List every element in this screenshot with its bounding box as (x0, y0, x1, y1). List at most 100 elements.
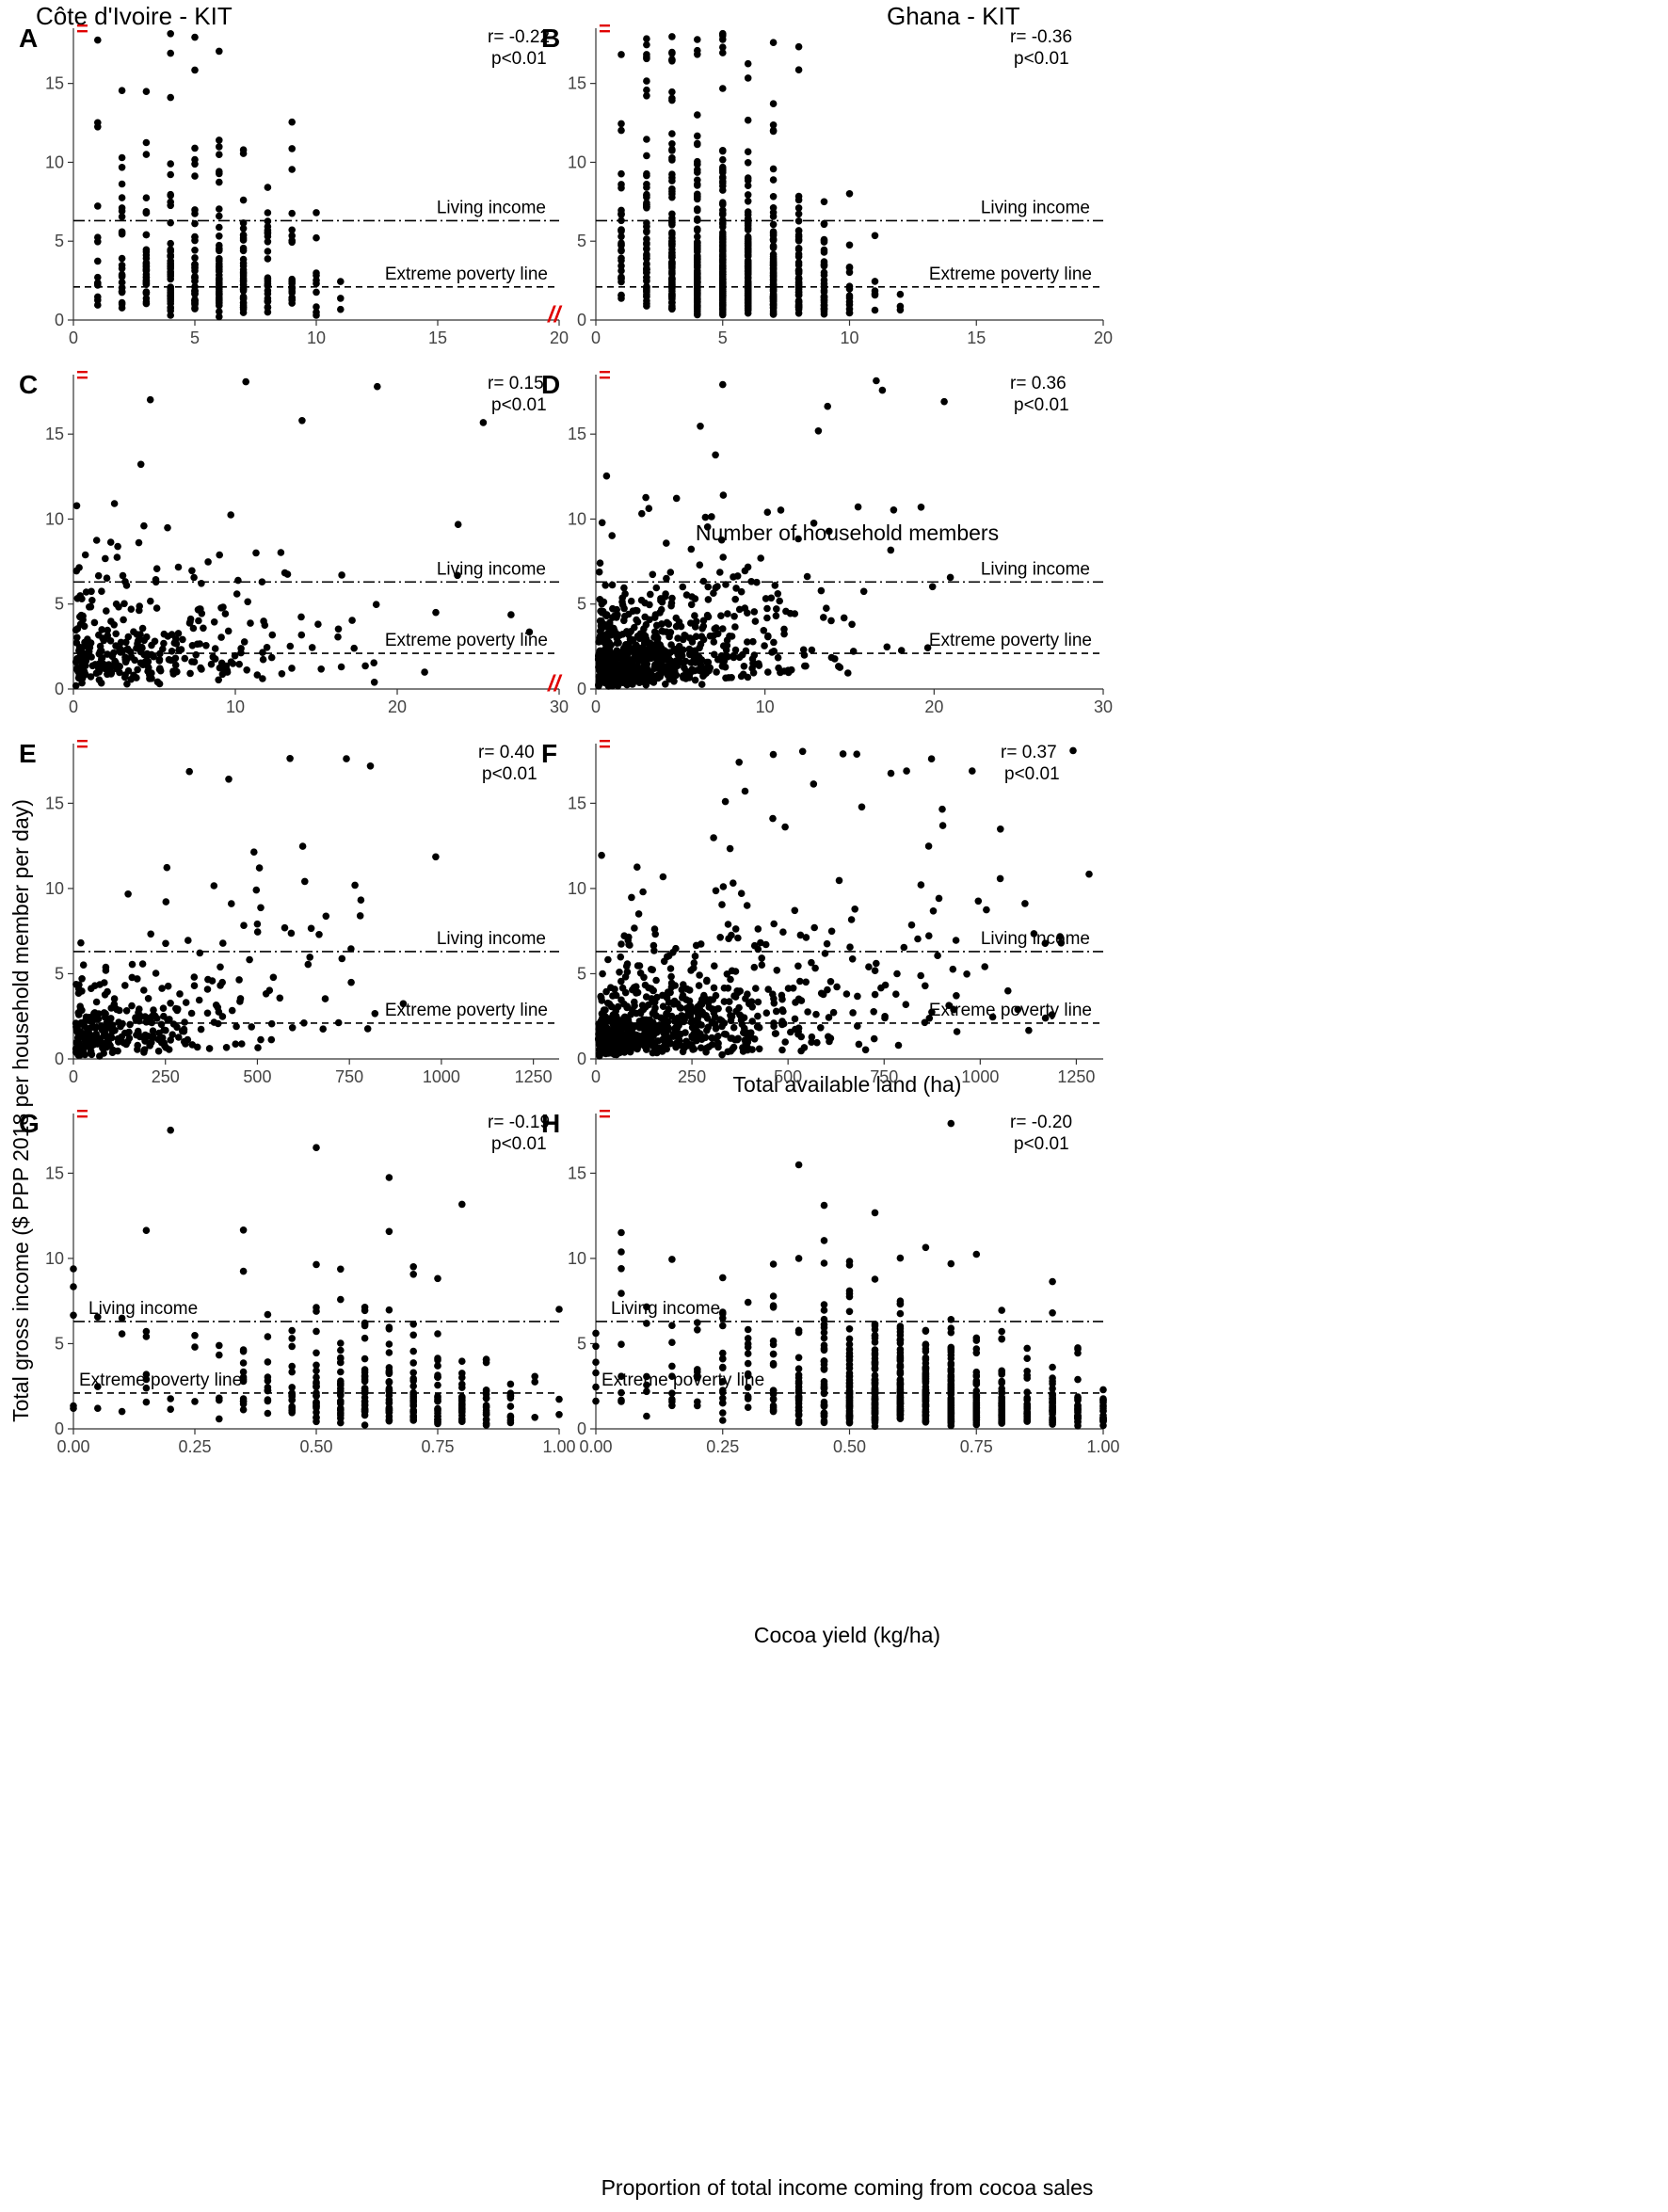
data-point (70, 1265, 77, 1273)
data-point (769, 1407, 778, 1416)
data-point (167, 160, 174, 168)
data-point (160, 630, 168, 638)
data-point (812, 1010, 820, 1018)
data-point (125, 1028, 133, 1036)
data-point (811, 964, 819, 972)
data-point (167, 1395, 174, 1403)
data-point (642, 993, 650, 1001)
data-point (780, 625, 788, 633)
correlation-p-label: p<0.01 (491, 395, 547, 415)
column-title-ghana: Ghana - KIT (887, 2, 1020, 30)
data-point (124, 666, 133, 675)
data-point (82, 670, 89, 679)
data-point (686, 634, 694, 642)
data-point (525, 628, 534, 636)
data-point (409, 1359, 418, 1367)
data-point (351, 881, 359, 890)
data-point (794, 291, 803, 298)
data-point (167, 49, 174, 57)
data-point (143, 633, 151, 641)
data-point (694, 132, 701, 140)
data-point (555, 1306, 563, 1313)
data-point (802, 662, 810, 670)
correlation-p-label: p<0.01 (1014, 395, 1069, 415)
data-point (257, 1035, 265, 1044)
data-point (900, 943, 908, 952)
data-point (744, 59, 752, 68)
data-point (239, 196, 248, 204)
data-point (615, 1020, 622, 1029)
data-point (721, 797, 730, 806)
data-point (217, 633, 225, 641)
data-point (896, 1379, 905, 1387)
data-point (686, 650, 694, 659)
data-point (337, 295, 345, 302)
data-point (337, 1398, 345, 1405)
data-point (651, 1004, 659, 1012)
data-point (743, 902, 751, 909)
data-point (142, 88, 151, 95)
data-point (737, 587, 746, 596)
y-tick-label: 15 (568, 793, 586, 812)
x-tick-label: 1000 (961, 1067, 999, 1086)
data-point (458, 1393, 466, 1401)
data-point (794, 261, 803, 269)
data-point (187, 1009, 196, 1018)
data-point (896, 1300, 905, 1307)
data-point (735, 605, 744, 614)
data-point (711, 962, 718, 970)
data-point (233, 1022, 240, 1031)
data-point (385, 1399, 393, 1406)
data-point (601, 1050, 610, 1058)
correlation-p-label: p<0.01 (1004, 764, 1060, 784)
data-point (217, 963, 224, 971)
data-point (142, 261, 151, 268)
data-point (264, 209, 272, 216)
data-point (631, 623, 638, 632)
data-point (118, 279, 126, 286)
data-point (757, 554, 764, 562)
data-point (643, 40, 650, 49)
data-point (317, 665, 326, 673)
data-point (264, 1358, 272, 1366)
data-point (650, 925, 659, 933)
data-point (73, 625, 82, 633)
data-point (618, 598, 626, 606)
data-point (922, 1395, 930, 1403)
data-point (167, 295, 174, 303)
data-point (288, 294, 297, 302)
data-point (739, 1044, 746, 1051)
data-point (726, 998, 733, 1005)
data-point (845, 1345, 854, 1354)
data-point (694, 232, 701, 241)
data-point (934, 952, 941, 959)
data-point (744, 248, 752, 256)
data-point (385, 1306, 393, 1314)
data-point (845, 1384, 854, 1391)
data-point (665, 952, 673, 960)
data-point (845, 1364, 854, 1372)
data-point (222, 1044, 231, 1051)
data-point (861, 1046, 870, 1054)
data-point (247, 619, 254, 627)
data-point (687, 545, 696, 553)
data-point (288, 1342, 297, 1351)
data-point (922, 1419, 930, 1426)
data-point (922, 1387, 930, 1394)
data-point (617, 1340, 625, 1348)
data-point (458, 1384, 466, 1391)
data-point (710, 638, 718, 646)
data-point (672, 944, 680, 953)
data-point (278, 670, 286, 678)
data-point (769, 1350, 778, 1358)
data-point (668, 1338, 676, 1346)
correlation-p-label: p<0.01 (1014, 49, 1069, 69)
data-point (594, 655, 602, 664)
data-point (922, 1347, 930, 1355)
data-point (239, 236, 248, 244)
data-point (988, 1013, 997, 1021)
data-point (845, 1307, 854, 1316)
data-point (671, 1024, 680, 1032)
data-point (719, 1387, 727, 1394)
data-point (858, 803, 866, 811)
